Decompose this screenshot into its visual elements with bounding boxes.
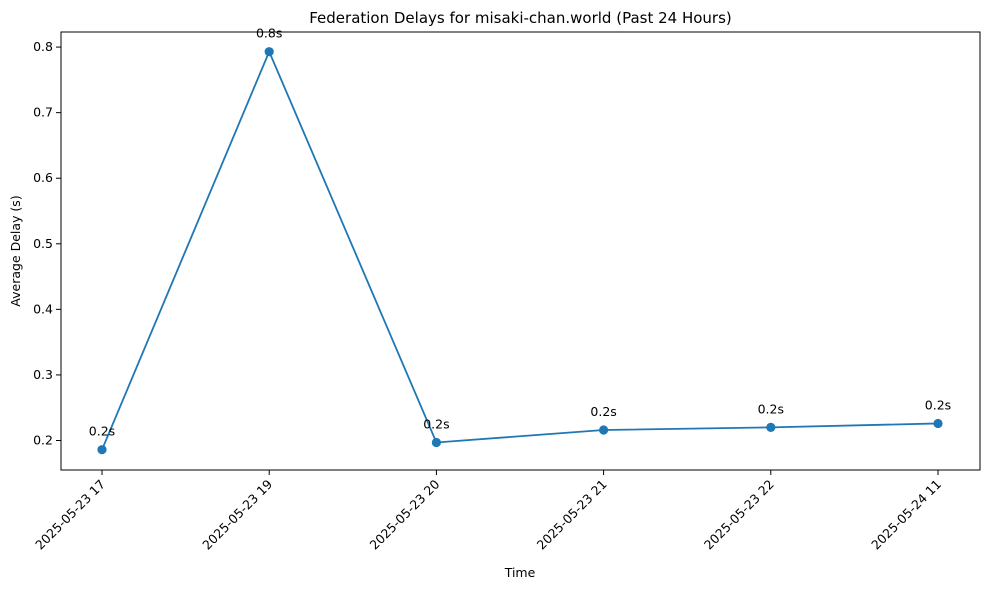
y-tick-label: 0.6	[33, 170, 53, 185]
y-axis: 0.2 0.3 0.4 0.5 0.6 0.7 0.8	[33, 39, 61, 447]
chart-title: Federation Delays for misaki-chan.world …	[309, 9, 732, 27]
plot-frame	[60, 31, 981, 471]
data-label: 0.2s	[758, 401, 784, 416]
data-point	[431, 437, 441, 448]
x-tick-label: 2025-05-23 17	[32, 477, 108, 553]
data-point	[97, 445, 107, 455]
x-tick-label: 2025-05-23 21	[534, 477, 610, 553]
x-tick-label: 2025-05-24 11	[868, 477, 944, 553]
y-tick-label: 0.4	[33, 301, 53, 316]
x-axis: 2025-05-23 17 2025-05-23 19 2025-05-23 20 2…	[32, 470, 944, 553]
y-tick-label: 0.5	[33, 236, 53, 251]
series-group	[97, 47, 943, 455]
data-label: 0.2s	[423, 416, 449, 431]
y-tick-label: 0.7	[33, 105, 53, 120]
x-tick-label: 2025-05-23 19	[199, 476, 275, 552]
series-line	[101, 49, 939, 451]
data-labels-group: 0.2s 0.8s 0.2s 0.2s 0.2s 0.2s	[89, 26, 951, 439]
data-point	[264, 47, 274, 57]
data-label: 0.2s	[925, 397, 951, 412]
data-label: 0.2s	[89, 424, 115, 439]
data-point	[933, 418, 943, 429]
data-label: 0.8s	[256, 26, 282, 41]
data-point	[766, 422, 776, 432]
x-axis-label: Time	[504, 565, 536, 580]
y-tick-label: 0.8	[33, 39, 53, 54]
data-point	[599, 425, 609, 435]
y-axis-label: Average Delay (s)	[8, 195, 23, 306]
x-tick-label: 2025-05-23 20	[366, 476, 442, 552]
y-tick-label: 0.3	[33, 367, 53, 382]
y-tick-label: 0.2	[33, 432, 53, 447]
data-label: 0.2s	[590, 404, 616, 419]
x-tick-label: 2025-05-23 22	[701, 477, 777, 553]
